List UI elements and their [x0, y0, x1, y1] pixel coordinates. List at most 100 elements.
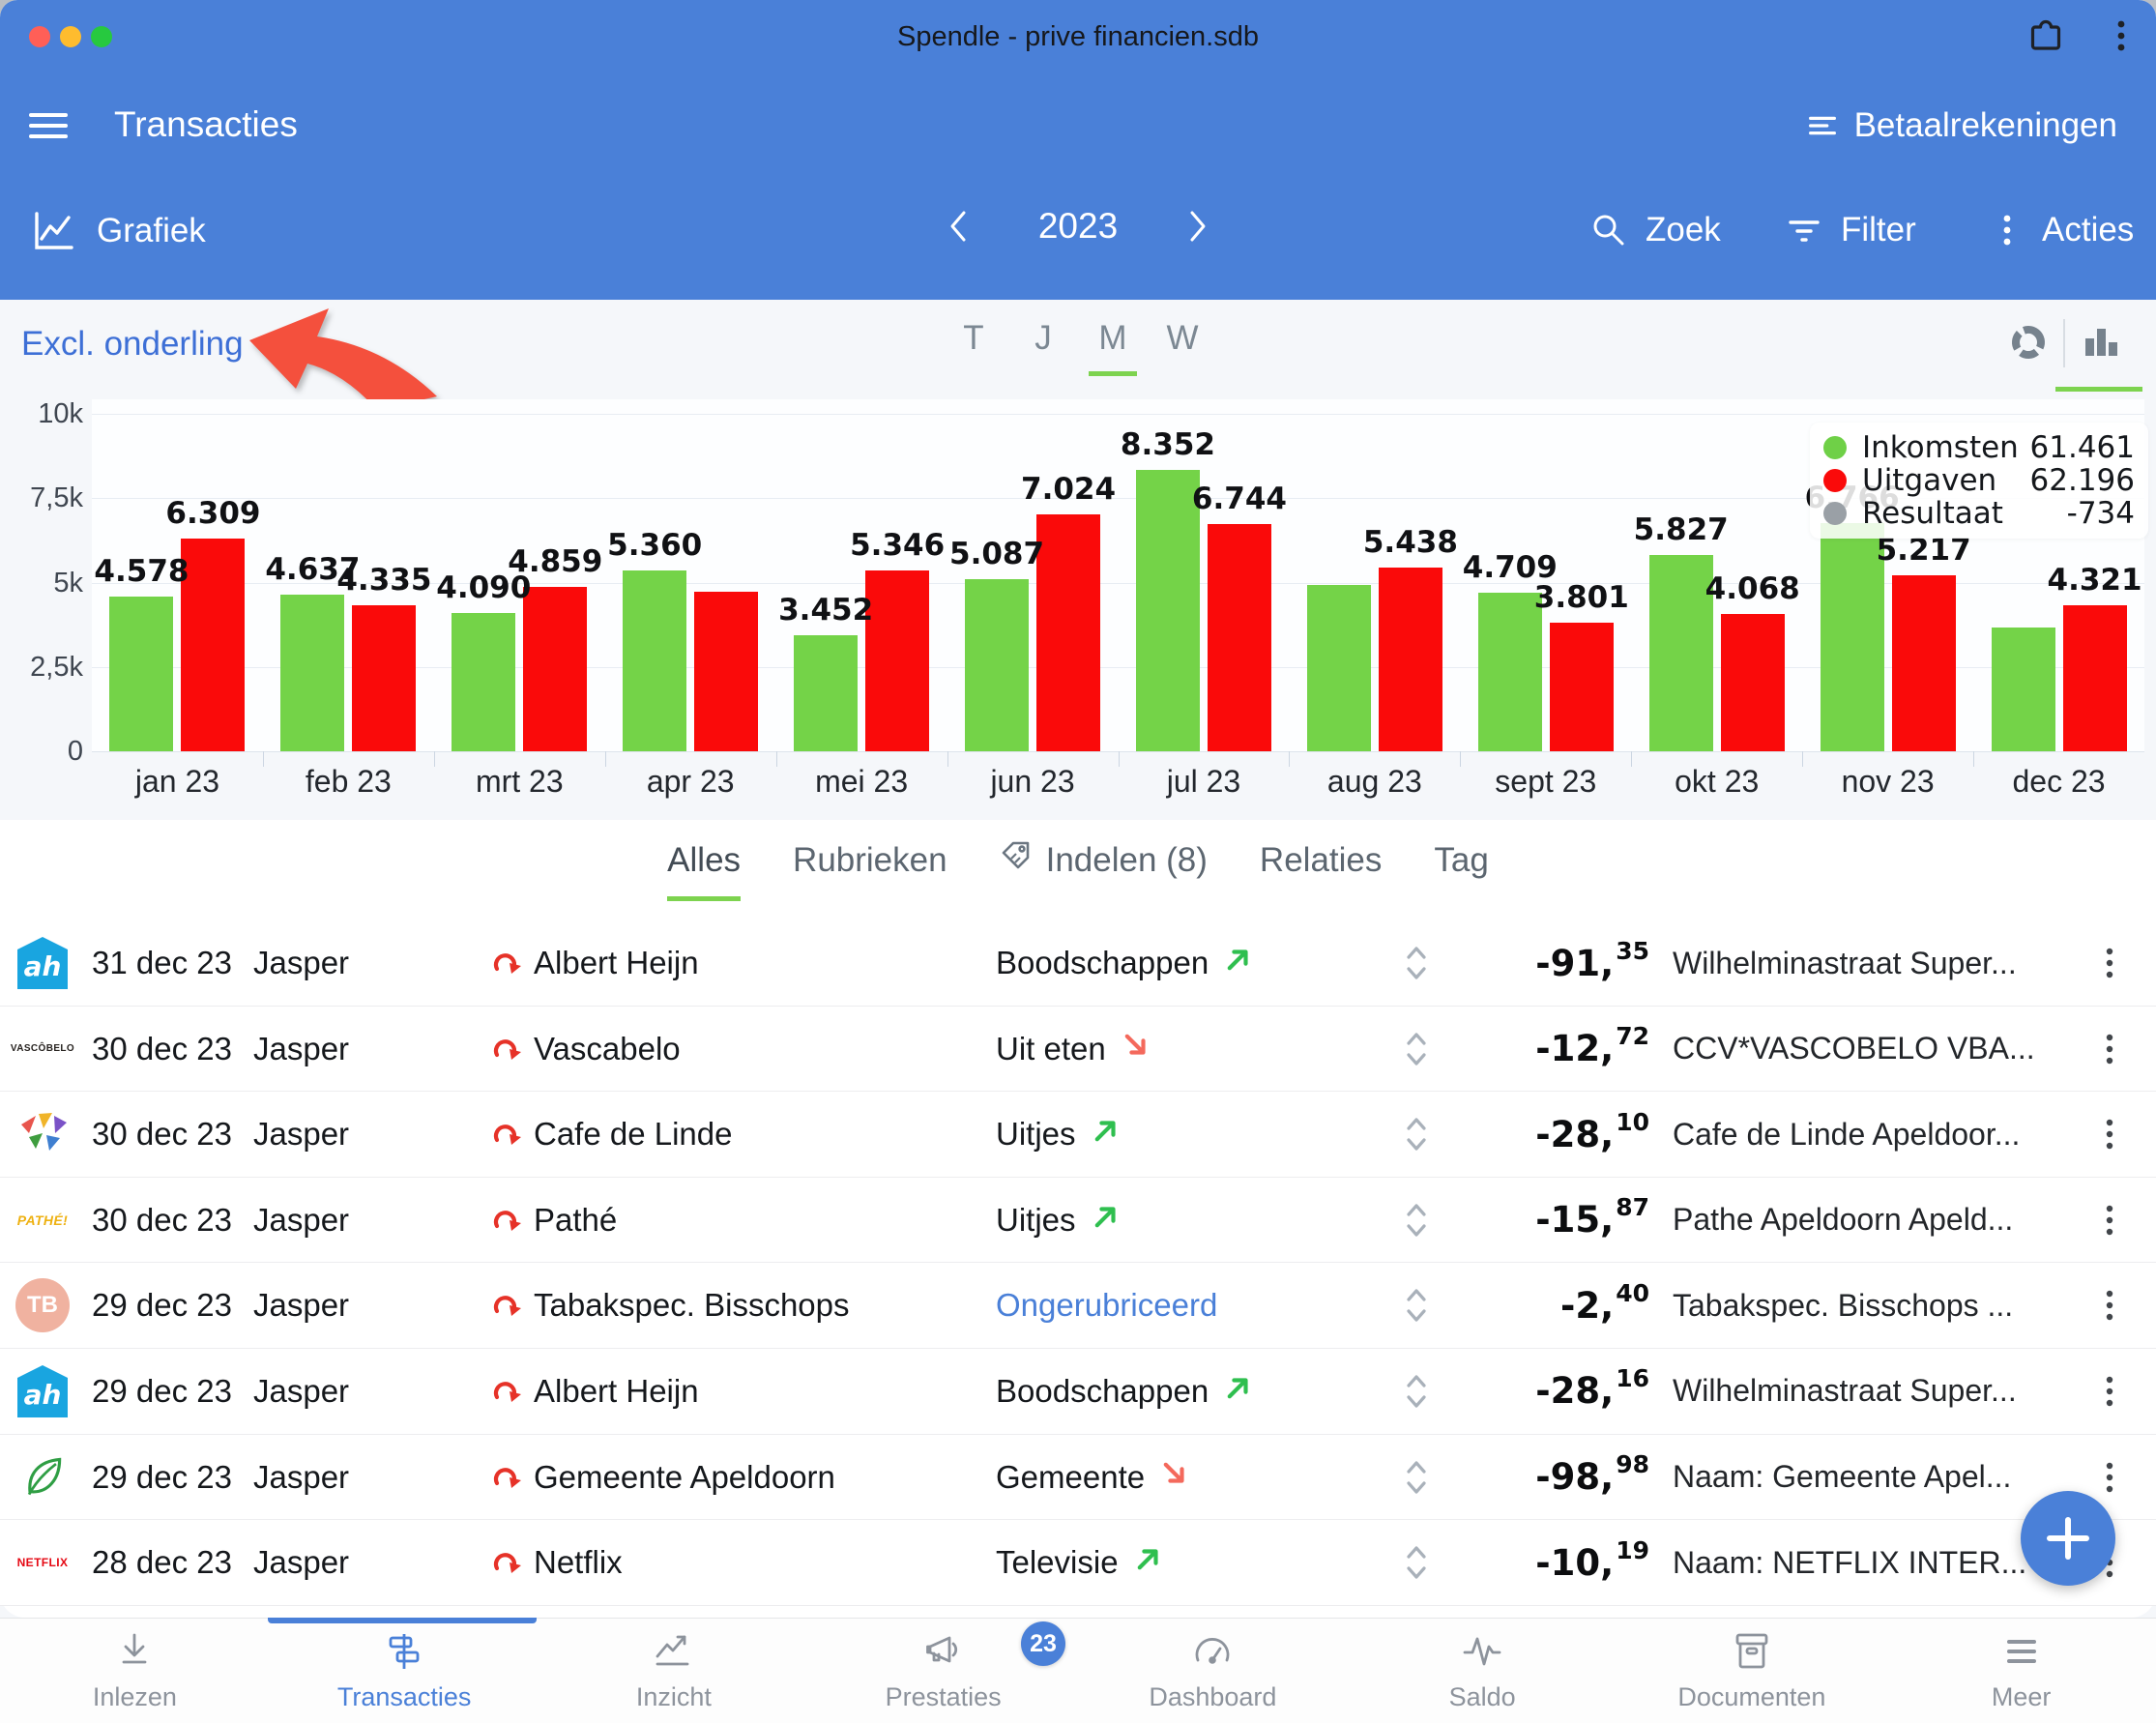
next-year-button[interactable]: [1180, 205, 1213, 248]
nav-item-transacties[interactable]: Transacties: [270, 1619, 539, 1723]
row-sort-control[interactable]: [1404, 1007, 1429, 1092]
category-label[interactable]: Uitjes: [996, 1092, 1121, 1177]
income-bar-jan-23[interactable]: [109, 597, 174, 751]
expense-bar-jan-23[interactable]: [181, 538, 246, 751]
list-tab-alles[interactable]: Alles: [667, 839, 742, 901]
row-menu-kebab-icon[interactable]: [2088, 1092, 2131, 1177]
row-menu-kebab-icon[interactable]: [2088, 1178, 2131, 1263]
nav-item-inzicht[interactable]: Inzicht: [539, 1619, 809, 1723]
expense-bar-okt-23[interactable]: [1720, 614, 1785, 751]
row-sort-control[interactable]: [1404, 1349, 1429, 1434]
period-tab-t[interactable]: T: [963, 319, 984, 357]
previous-year-button[interactable]: [943, 205, 976, 248]
row-menu-kebab-icon[interactable]: [2088, 1263, 2131, 1348]
list-tab-indelen-8-[interactable]: Indelen (8): [1000, 839, 1208, 901]
income-bar-dec-23[interactable]: [1991, 627, 2055, 751]
nav-item-dashboard[interactable]: Dashboard: [1078, 1619, 1348, 1723]
minimize-window-button[interactable]: [60, 26, 81, 47]
row-sort-control[interactable]: [1404, 920, 1429, 1006]
bar-chart-plot: 4.578 6.309 jan 23 4.637 4.335 feb 23 4.090 4.8…: [92, 414, 2144, 799]
period-tab-m[interactable]: M: [1089, 319, 1137, 376]
list-tab-relaties[interactable]: Relaties: [1260, 839, 1382, 901]
zoom-window-button[interactable]: [91, 26, 112, 47]
expense-bar-jul-23[interactable]: [1207, 523, 1271, 751]
table-row[interactable]: ah 31 dec 23 Jasper Albert Heijn Boodschappe…: [0, 920, 2156, 1007]
app-header: Transacties Betaalrekeningen: [0, 73, 2156, 180]
list-tab-rubrieken[interactable]: Rubrieken: [793, 839, 947, 901]
bar-chart-icon[interactable]: [2081, 321, 2123, 364]
income-bar-aug-23[interactable]: [1306, 584, 1371, 751]
extension-puzzle-icon[interactable]: [2023, 15, 2065, 57]
table-row[interactable]: 29 dec 23 Jasper Gemeente Apeldoorn Gemeent…: [0, 1434, 2156, 1521]
table-row[interactable]: NETFLIX 28 dec 23 Jasper Netflix Televisie -1…: [0, 1520, 2156, 1606]
nav-item-meer[interactable]: Meer: [1886, 1619, 2156, 1723]
income-bar-nov-23[interactable]: [1820, 522, 1884, 751]
search-button[interactable]: Zoek: [1588, 209, 1721, 251]
transaction-person: Jasper: [253, 1201, 350, 1238]
transaction-date: 30 dec 23: [92, 1116, 232, 1153]
window-menu-kebab-icon[interactable]: [2100, 15, 2142, 57]
year-selector[interactable]: 2023: [1037, 206, 1119, 246]
period-tab-w[interactable]: W: [1166, 319, 1199, 357]
table-row[interactable]: ah 29 dec 23 Jasper Albert Heijn Boodschappe…: [0, 1348, 2156, 1435]
expense-bar-mei-23[interactable]: [865, 570, 930, 751]
income-bar-jul-23[interactable]: [1135, 469, 1200, 751]
category-label[interactable]: Ongerubriceerd: [996, 1263, 1217, 1348]
exclude-internal-link[interactable]: Excl. onderling: [21, 325, 244, 363]
income-bar-apr-23[interactable]: [623, 569, 687, 751]
table-row[interactable]: 30 dec 23 Jasper Cafe de Linde Uitjes -28, 10…: [0, 1092, 2156, 1178]
table-row[interactable]: VASCÔBELO 30 dec 23 Jasper Vascabelo Uit ete…: [0, 1006, 2156, 1093]
table-row[interactable]: PATHÉ! 30 dec 23 Jasper Pathé Uitjes -15, 87 Pa…: [0, 1177, 2156, 1264]
row-sort-control[interactable]: [1404, 1435, 1429, 1520]
income-bar-mrt-23[interactable]: [452, 613, 516, 751]
expense-bar-sept-23[interactable]: [1549, 623, 1614, 751]
amount-cents: 87: [1616, 1193, 1649, 1222]
hamburger-menu-icon[interactable]: [29, 106, 68, 145]
donut-chart-icon[interactable]: [2007, 321, 2050, 364]
nav-item-saldo[interactable]: Saldo: [1348, 1619, 1617, 1723]
category-label[interactable]: Uitjes: [996, 1178, 1121, 1263]
income-bar-okt-23[interactable]: [1648, 554, 1713, 751]
row-sort-control[interactable]: [1404, 1263, 1429, 1348]
income-bar-jun-23[interactable]: [965, 579, 1030, 751]
category-label[interactable]: Boodschappen: [996, 920, 1253, 1006]
row-sort-control[interactable]: [1404, 1178, 1429, 1263]
period-tab-j[interactable]: J: [1034, 319, 1052, 357]
category-label[interactable]: Televisie: [996, 1520, 1163, 1605]
table-row[interactable]: TB 29 dec 23 Jasper Tabakspec. Bisschops Ong…: [0, 1263, 2156, 1349]
nav-item-prestaties[interactable]: Prestaties: [808, 1619, 1078, 1723]
nav-item-inlezen[interactable]: Inlezen: [0, 1619, 270, 1723]
row-menu-kebab-icon[interactable]: [2088, 1349, 2131, 1434]
y-axis-tick-label: 5k: [53, 567, 83, 599]
row-menu-kebab-icon[interactable]: [2088, 1435, 2131, 1520]
income-bar-sept-23[interactable]: [1477, 592, 1542, 751]
nav-item-label: Inlezen: [92, 1682, 177, 1711]
close-window-button[interactable]: [29, 26, 50, 47]
category-label[interactable]: Gemeente: [996, 1435, 1189, 1520]
income-bar-mei-23[interactable]: [794, 634, 859, 751]
expense-bar-apr-23[interactable]: [694, 591, 759, 751]
category-label[interactable]: Uit eten: [996, 1007, 1151, 1092]
toggle-divider: [2063, 319, 2065, 367]
filter-button[interactable]: Filter: [1783, 209, 1916, 251]
nav-item-documenten[interactable]: Documenten: [1617, 1619, 1887, 1723]
expense-bar-feb-23[interactable]: [352, 604, 417, 751]
actions-button[interactable]: Acties: [1988, 209, 2134, 251]
svg-text:ah: ah: [24, 950, 62, 982]
row-sort-control[interactable]: [1404, 1092, 1429, 1177]
expense-bar-nov-23[interactable]: [1891, 574, 1956, 751]
expense-bar-aug-23[interactable]: [1378, 568, 1442, 751]
income-bar-feb-23[interactable]: [280, 595, 345, 751]
accounts-button[interactable]: Betaalrekeningen: [1804, 106, 2117, 145]
list-tab-tag[interactable]: Tag: [1434, 839, 1488, 901]
search-icon: [1593, 215, 1624, 246]
expense-bar-mrt-23[interactable]: [523, 587, 588, 751]
category-label[interactable]: Boodschappen: [996, 1349, 1253, 1434]
row-menu-kebab-icon[interactable]: [2088, 1007, 2131, 1092]
row-menu-kebab-icon[interactable]: [2088, 920, 2131, 1006]
chart-view-button[interactable]: Grafiek: [31, 209, 206, 253]
expense-bar-dec-23[interactable]: [2062, 605, 2127, 751]
add-transaction-fab[interactable]: [2021, 1491, 2115, 1586]
expense-bar-jun-23[interactable]: [1036, 513, 1101, 751]
row-sort-control[interactable]: [1404, 1520, 1429, 1605]
